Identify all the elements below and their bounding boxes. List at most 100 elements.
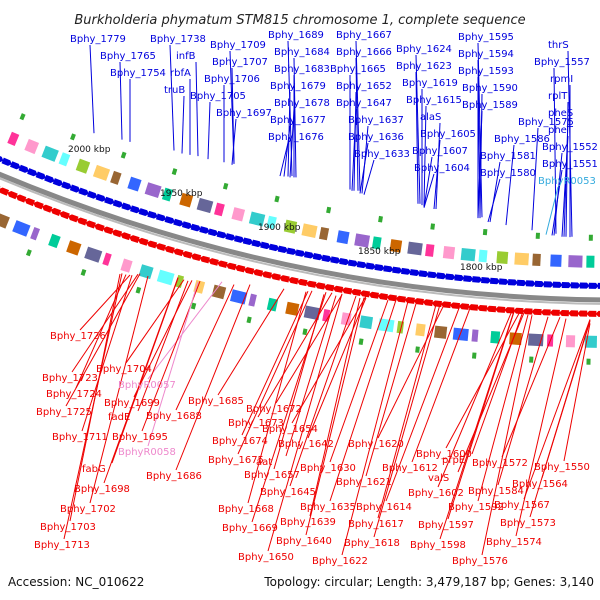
forward-gene-arrow	[277, 245, 289, 254]
top-leader-line	[283, 125, 291, 177]
reverse-gene-arrow	[234, 264, 246, 273]
outer-category-block	[354, 233, 371, 248]
inner-category-block	[452, 327, 469, 342]
forward-gene-arrow	[463, 275, 474, 282]
top-leader-line	[423, 105, 427, 206]
outer-category-block	[550, 254, 562, 267]
bottom-leader-line	[103, 277, 179, 484]
bottom-gene-label: Bphy_1686	[146, 471, 202, 482]
reverse-gene-arrow	[531, 308, 542, 316]
backbone-ring	[0, 171, 600, 303]
top-gene-label: Bphy_1607	[412, 146, 468, 157]
top-gene-label: Bphy_1590	[462, 83, 518, 94]
top-gene-label: Bphy_1779	[70, 34, 126, 45]
inner-category-block	[322, 308, 331, 322]
reverse-gene-arrow	[314, 282, 326, 290]
label-leaders	[63, 40, 591, 556]
outer-category-block	[478, 249, 488, 263]
bottom-leader-line	[89, 275, 149, 504]
top-gene-label: Bphy_1667	[336, 30, 392, 41]
reverse-gene-arrow	[155, 243, 166, 252]
bottom-gene-label: Bphy_1564	[512, 479, 568, 490]
forward-gene-arrow	[436, 272, 447, 280]
gc-tick	[535, 232, 540, 239]
top-leader-line	[487, 178, 501, 223]
bottom-gene-label: valS	[428, 473, 449, 484]
gc-tick	[302, 328, 308, 336]
forward-gene-arrow	[0, 154, 4, 163]
forward-gene-arrow	[147, 210, 158, 219]
reverse-gene-arrow	[306, 280, 317, 288]
inner-category-block	[30, 227, 41, 241]
bottom-leader-line	[137, 280, 189, 412]
bottom-leader-line	[175, 284, 251, 471]
bottom-gene-label: Bphy_1600	[416, 449, 472, 460]
inner-category-block	[248, 293, 257, 307]
reverse-gene-arrow	[431, 300, 442, 308]
top-gene-label: Bphy_1593	[458, 66, 514, 77]
accession-text: Accession: NC_010622	[8, 575, 144, 589]
forward-gene-arrow	[173, 218, 184, 227]
outer-category-block	[196, 197, 214, 214]
forward-gene-arrow	[52, 178, 64, 187]
outer-category-block	[266, 215, 277, 230]
bottom-leader-line	[247, 291, 307, 504]
reverse-gene-arrow	[226, 262, 237, 271]
bottom-gene-label: Bphy_1695	[112, 432, 168, 443]
reverse-gene-arrow	[495, 306, 506, 313]
top-gene-label: pheS	[548, 108, 573, 119]
top-gene-label: Bphy_1679	[270, 81, 326, 92]
forward-gene-arrow	[409, 269, 421, 276]
forward-gene-arrow	[312, 253, 324, 261]
bottom-leader-line	[307, 297, 367, 439]
gc-tick	[222, 182, 229, 190]
top-gene-label: Bphy_1619	[402, 78, 458, 89]
top-gene-label: Bphy_1754	[110, 68, 166, 79]
top-gene-label: Bphy_1633	[354, 149, 410, 160]
forward-gene-arrow	[347, 259, 359, 267]
forward-gene-arrow	[552, 281, 563, 288]
scale-ticks: 2000 kbp 1950 kbp 1900 kbp 1850 kbp 1800…	[68, 145, 503, 273]
reverse-gene-arrow	[94, 223, 105, 232]
top-gene-label: Bphy_1575	[518, 117, 574, 128]
outer-category-block	[7, 131, 20, 146]
top-gene-label: BphyR0053	[538, 176, 596, 187]
outer-category-block	[214, 202, 225, 217]
inner-category-block	[285, 301, 300, 316]
top-gene-label: Bphy_1652	[336, 81, 392, 92]
forward-gene-arrow	[1, 157, 12, 166]
reverse-gene-arrow	[7, 191, 18, 200]
forward-gene-arrow	[543, 281, 554, 288]
reverse-gene-arrow	[164, 245, 175, 254]
top-gene-label: Bphy_1678	[274, 98, 330, 109]
gc-tick	[430, 223, 436, 230]
bottom-gene-label: Bphy_1699	[104, 398, 160, 409]
inner-category-block	[490, 330, 501, 344]
top-gene-label: Bphy_1705	[190, 91, 246, 102]
bottom-gene-label: fabG	[82, 464, 106, 475]
bottom-leader-line	[563, 323, 591, 462]
top-gene-label: infB	[176, 51, 196, 62]
top-gene-label: Bphy_1552	[542, 142, 598, 153]
tick-label-1900: 1900 kbp	[258, 223, 301, 233]
top-leader-line	[489, 161, 501, 223]
forward-gene-arrow	[44, 174, 55, 183]
bottom-leader-line	[329, 299, 397, 502]
reverse-gene-arrow	[33, 201, 44, 210]
bottom-leader-line	[439, 310, 515, 540]
bottom-leader-line	[133, 280, 193, 398]
bottom-leader-line	[147, 281, 223, 380]
tick-label-1800: 1800 kbp	[460, 263, 503, 273]
reverse-gene-arrow	[377, 293, 388, 301]
outer-category-block	[301, 223, 318, 238]
forward-gene-arrow	[472, 276, 483, 283]
top-leader-line	[169, 44, 175, 151]
gc-tick	[274, 195, 280, 203]
outer-category-block	[318, 226, 330, 241]
reverse-gene-arrow	[540, 309, 551, 316]
bottom-gene-label: Bphy_1640	[276, 536, 332, 547]
reverse-gene-arrow	[549, 309, 560, 316]
top-leader-line	[353, 91, 357, 191]
bottom-gene-label: Bphy_1617	[348, 519, 404, 530]
gc-tick	[135, 286, 142, 294]
